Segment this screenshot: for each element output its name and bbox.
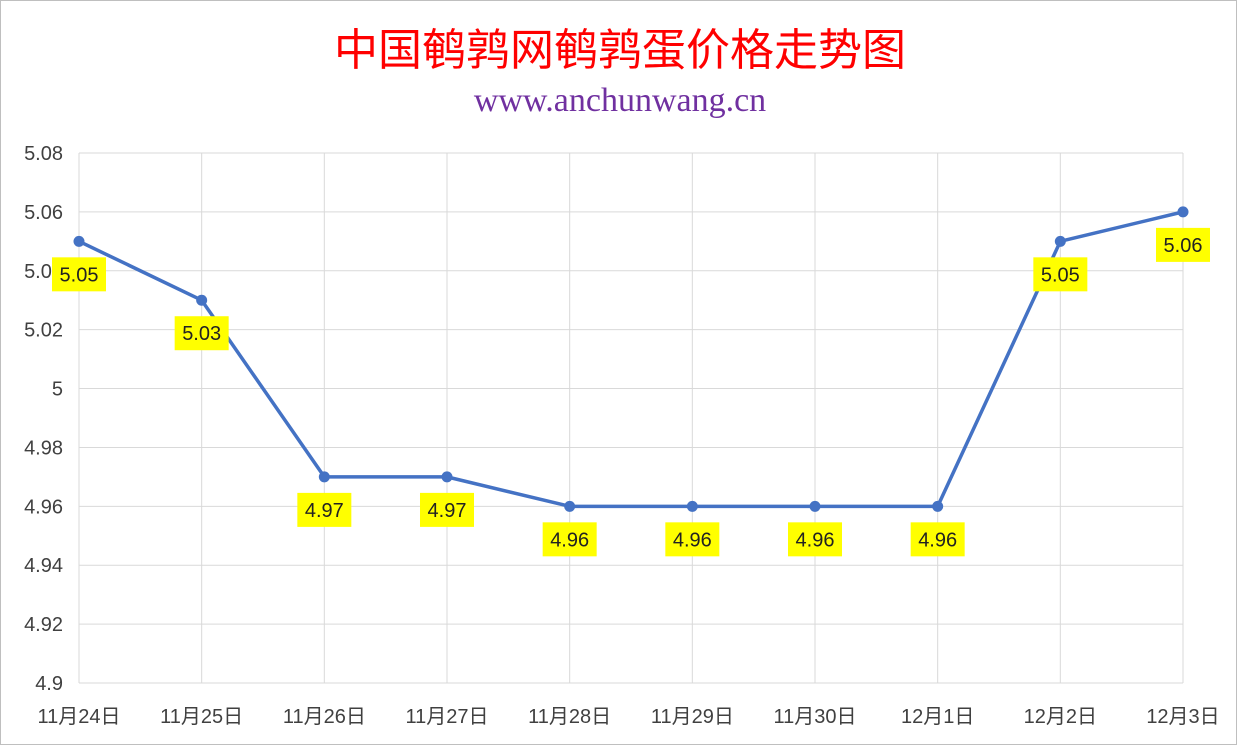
data-point	[564, 500, 576, 512]
data-label-background	[420, 492, 474, 527]
data-label: 4.96	[673, 529, 712, 551]
x-tick-label: 11月26日	[283, 706, 366, 728]
chart-title: 中国鹌鹑网鹌鹑蛋价格走势图	[334, 25, 906, 76]
x-tick-label: 11月30日	[773, 706, 856, 728]
data-point	[932, 500, 944, 512]
data-point	[809, 500, 821, 512]
data-label: 4.96	[550, 529, 589, 551]
data-label: 4.96	[796, 529, 835, 551]
y-tick-label: 4.9	[35, 673, 63, 695]
data-point	[1054, 235, 1066, 247]
series-line	[78, 210, 1184, 509]
data-label: 4.96	[918, 529, 957, 551]
data-label-background	[1156, 227, 1210, 262]
x-tick-label: 12月1日	[901, 706, 974, 728]
data-label: 5.03	[182, 323, 221, 345]
x-tick-label: 11月25日	[160, 706, 243, 728]
x-tick-label: 11月24日	[37, 706, 120, 728]
y-tick-label: 4.94	[24, 555, 63, 577]
y-tick-label: 4.92	[24, 614, 63, 636]
y-tick-label: 5.06	[24, 202, 63, 224]
data-label: 5.05	[1041, 264, 1080, 286]
data-label-background	[542, 522, 597, 557]
x-tick-label: 11月28日	[528, 706, 611, 728]
data-point	[196, 294, 208, 306]
data-label: 5.06	[1164, 235, 1203, 257]
y-tick-label: 4.96	[24, 496, 63, 518]
data-point	[73, 235, 85, 247]
data-point	[441, 471, 453, 483]
x-tick-label: 12月2日	[1024, 706, 1097, 728]
data-label: 4.97	[305, 500, 344, 522]
data-label-background	[174, 316, 229, 351]
data-label-background	[665, 522, 720, 557]
x-tick-label: 11月27日	[405, 706, 488, 728]
data-label-background	[1033, 257, 1088, 292]
data-label: 5.05	[60, 264, 99, 286]
y-tick-label: 5.02	[24, 320, 63, 342]
chart-subtitle: www.anchunwang.cn	[474, 82, 766, 119]
data-point	[686, 500, 698, 512]
data-label-background	[297, 492, 352, 527]
y-tick-label: 5.08	[24, 143, 63, 165]
data-label-background	[788, 522, 842, 557]
data-point	[1177, 206, 1189, 218]
x-tick-label: 11月29日	[651, 706, 734, 728]
data-label-background	[52, 257, 106, 292]
data-label: 4.97	[428, 500, 467, 522]
data-point	[318, 471, 330, 483]
x-tick-label: 12月3日	[1146, 706, 1219, 728]
y-tick-label: 5	[52, 379, 63, 401]
data-label-background	[910, 522, 965, 557]
y-tick-label: 4.98	[24, 437, 63, 459]
